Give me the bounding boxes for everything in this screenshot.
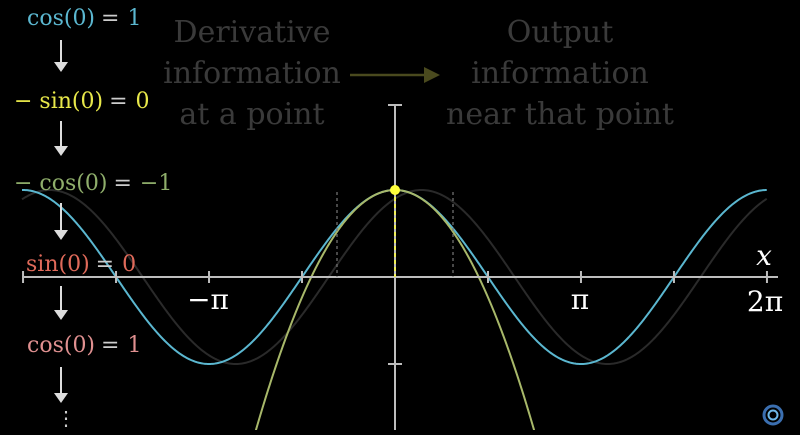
concept-right-line-3: near that point xyxy=(446,97,674,132)
concept-left: Derivative information at a point xyxy=(163,15,341,132)
concept-left-line-3: at a point xyxy=(179,97,324,132)
tick-label-minus-pi: −π xyxy=(187,283,229,316)
derivative-line-4: sin(0) = 0 xyxy=(26,252,136,277)
tick-label-pi: π xyxy=(571,283,589,316)
chain-arrow-down-icon xyxy=(54,146,68,156)
concept-right-line-1: Output xyxy=(507,15,614,50)
concept-right-line-2: information xyxy=(471,56,649,91)
concept-arrow xyxy=(350,67,440,83)
derivative-line-1: cos(0) = 1 xyxy=(27,6,141,31)
derivative-line-2: − sin(0) = 0 xyxy=(14,89,150,114)
derivative-line-3: − cos(0) = −1 xyxy=(14,171,172,196)
derivative-chain: cos(0) = 1 − sin(0) = 0 − cos(0) = −1 sin(0) = 0… xyxy=(14,6,172,430)
derivative-line-5: cos(0) = 1 xyxy=(27,333,141,358)
concept-left-line-1: Derivative xyxy=(174,15,331,50)
channel-logo-icon xyxy=(762,404,784,426)
concept-left-line-2: information xyxy=(163,56,341,91)
chain-arrow-down-icon xyxy=(54,230,68,240)
evaluation-point xyxy=(390,185,400,195)
chain-arrow-down-icon xyxy=(54,62,68,72)
x-variable-label: x xyxy=(756,239,772,272)
tick-label-two-pi: 2π xyxy=(747,285,783,318)
concept-right: Output information near that point xyxy=(446,15,674,132)
chain-arrow-down-icon xyxy=(54,393,68,403)
derivative-chain-continuation: ⋮ xyxy=(56,406,76,430)
chain-arrow-down-icon xyxy=(54,310,68,320)
